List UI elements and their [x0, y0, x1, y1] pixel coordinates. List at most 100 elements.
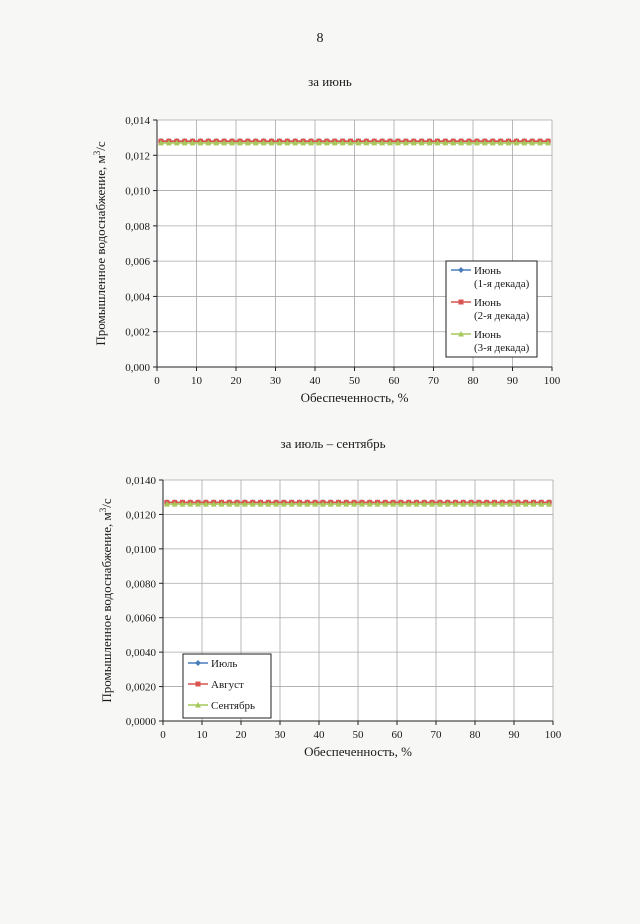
data-point-series-3 — [491, 501, 498, 507]
x-tick-label: 60 — [389, 375, 401, 387]
legend-label-3: Июнь — [474, 329, 501, 341]
data-point-series-3 — [529, 139, 536, 146]
y-tick-label: 0,0060 — [126, 613, 157, 625]
data-point-series-3 — [280, 501, 287, 507]
x-tick-label: 30 — [275, 729, 287, 741]
data-point-series-3 — [252, 139, 259, 146]
y-tick-label: 0,0140 — [126, 475, 157, 487]
x-tick-label: 80 — [468, 375, 480, 387]
legend-marker-1 — [458, 267, 464, 273]
data-point-series-3 — [319, 501, 326, 507]
data-point-series-3 — [221, 139, 228, 146]
data-point-series-3 — [257, 501, 264, 507]
x-tick-label: 50 — [349, 375, 361, 387]
data-point-series-3 — [426, 139, 433, 146]
data-point-series-3 — [521, 139, 528, 146]
data-point-series-3 — [545, 139, 552, 146]
legend-label-1: (1-я декада) — [474, 278, 530, 290]
legend-box — [445, 260, 538, 358]
x-tick-label: 70 — [428, 375, 440, 387]
data-point-series-3 — [187, 501, 194, 507]
data-point-series-3 — [355, 139, 362, 146]
data-point-series-3 — [436, 501, 443, 507]
data-point-series-3 — [382, 501, 389, 507]
x-tick-label: 0 — [160, 729, 166, 741]
data-point-series-3 — [179, 501, 186, 507]
x-tick-label: 40 — [310, 375, 322, 387]
data-point-series-3 — [323, 139, 330, 146]
data-point-series-3 — [315, 139, 322, 146]
data-point-series-3 — [358, 501, 365, 507]
legend-marker-2 — [195, 681, 201, 687]
x-tick-label: 100 — [544, 375, 561, 387]
data-point-series-3 — [434, 139, 441, 146]
y-tick-label: 0,004 — [125, 291, 150, 303]
x-tick-label: 40 — [314, 729, 326, 741]
y-tick-label: 0,000 — [125, 362, 150, 374]
y-tick-label: 0,0120 — [126, 509, 157, 521]
data-point-series-3 — [234, 501, 241, 507]
legend-label-3: (3-я декада) — [474, 342, 530, 354]
data-point-series-3 — [397, 501, 404, 507]
y-tick-label: 0,008 — [125, 221, 150, 233]
data-point-series-3 — [292, 139, 299, 146]
page-number: 8 — [316, 31, 324, 46]
data-point-series-3 — [351, 501, 358, 507]
data-point-series-3 — [202, 501, 209, 507]
data-point-series-3 — [387, 139, 394, 146]
data-point-series-3 — [537, 139, 544, 146]
data-point-series-3 — [213, 139, 220, 146]
legend-label-2: Июнь — [474, 297, 501, 309]
x-tick-label: 90 — [507, 375, 519, 387]
data-point-series-3 — [331, 139, 338, 146]
data-point-series-3 — [390, 501, 397, 507]
y-axis-label-main: Промышленное водоснабжение, м — [99, 512, 114, 702]
data-point-series-3 — [327, 501, 334, 507]
data-point-series-3 — [450, 139, 457, 146]
y-axis-label: Промышленное водоснабжение, м3/с — [92, 141, 108, 345]
legend-label-2: Август — [211, 679, 244, 691]
data-point-series-3 — [249, 501, 256, 507]
y-tick-label: 0,0080 — [126, 578, 157, 590]
data-point-series-3 — [530, 501, 537, 507]
y-tick-label: 0,012 — [125, 150, 150, 162]
data-point-series-3 — [481, 139, 488, 146]
data-point-series-3 — [421, 501, 428, 507]
data-point-series-3 — [458, 139, 465, 146]
data-point-series-3 — [402, 139, 409, 146]
data-point-series-3 — [468, 501, 475, 507]
data-point-series-3 — [429, 501, 436, 507]
x-tick-label: 80 — [470, 729, 482, 741]
y-tick-label: 0,0020 — [126, 682, 157, 694]
data-point-series-3 — [218, 501, 225, 507]
chart-title: за июнь — [308, 74, 352, 89]
data-point-series-3 — [268, 139, 275, 146]
data-point-series-3 — [394, 139, 401, 146]
data-point-series-3 — [366, 501, 373, 507]
data-point-series-3 — [507, 501, 514, 507]
data-point-series-3 — [165, 139, 172, 146]
data-point-series-3 — [410, 139, 417, 146]
chart-june: за июнь 0,000 0,002 0,004 0,006 0,008 0,010 0,0… — [92, 74, 561, 405]
legend-marker-2 — [458, 299, 464, 305]
y-tick-label: 0,0000 — [126, 716, 157, 728]
data-point-series-3 — [405, 501, 412, 507]
legend-label-3: Сентябрь — [211, 700, 255, 712]
data-point-series-3 — [181, 139, 188, 146]
x-tick-label: 50 — [353, 729, 365, 741]
data-point-series-3 — [546, 501, 553, 507]
legend-label-1: Июль — [211, 658, 237, 670]
data-point-series-3 — [260, 139, 267, 146]
chart-july-september: за июль – сентябрь 0,0000 0,0020 0,0040 0,00… — [98, 436, 562, 759]
data-point-series-3 — [505, 139, 512, 146]
legend-label-1: Июнь — [474, 265, 501, 277]
data-point-series-3 — [452, 501, 459, 507]
data-point-series-3 — [241, 501, 248, 507]
y-tick-label: 0,006 — [125, 256, 150, 268]
y-axis-label-sup: 3 — [98, 507, 108, 512]
data-point-series-3 — [205, 139, 212, 146]
y-tick-label: 0,002 — [125, 327, 150, 339]
x-axis-label: Обеспеченность, % — [301, 390, 409, 405]
legend-marker-3 — [458, 331, 464, 337]
x-axis-label: Обеспеченность, % — [304, 744, 412, 759]
